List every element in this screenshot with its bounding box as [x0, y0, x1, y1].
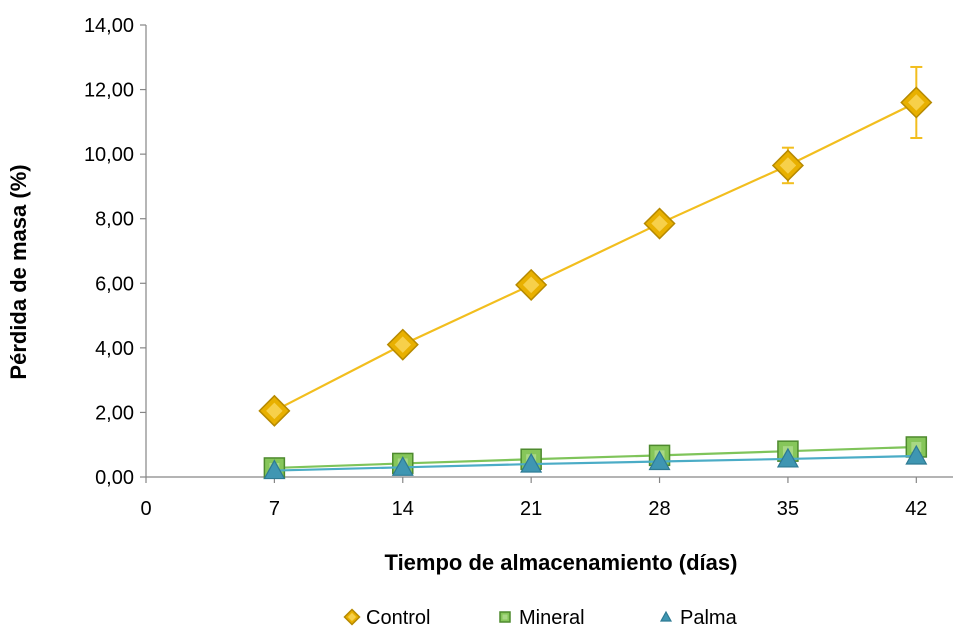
x-axis-title: Tiempo de almacenamiento (días) — [385, 550, 738, 575]
y-tick-label: 10,00 — [84, 144, 134, 166]
y-tick-label: 6,00 — [95, 273, 134, 295]
legend-item-control: Control — [343, 607, 430, 627]
x-tick-label: 35 — [777, 498, 799, 520]
y-tick-label: 4,00 — [95, 338, 134, 360]
data-point-highlight — [779, 157, 797, 174]
data-point-highlight — [651, 215, 668, 232]
legend-marker-highlight — [502, 614, 508, 620]
y-axis-title: Pérdida de masa (%) — [6, 164, 31, 379]
y-tick-label: 2,00 — [95, 402, 134, 424]
x-tick-label: 7 — [269, 498, 280, 520]
series-line — [274, 445, 917, 470]
data-point — [776, 447, 799, 468]
x-tick-label: 28 — [648, 498, 670, 520]
x-tick-label: 0 — [140, 498, 151, 520]
chart-plot-area — [258, 65, 933, 480]
data-point-highlight — [394, 336, 412, 353]
x-tick-label: 42 — [905, 498, 927, 520]
chart-ticks: 0,00 2,00 4,00 6,00 8,00 10,00 12,00 14,00 0 7 14 2… — [84, 15, 928, 520]
legend-item-palma: Palma — [659, 607, 738, 627]
data-point-highlight — [266, 402, 283, 420]
series-line — [273, 101, 917, 412]
y-tick-label: 8,00 — [95, 209, 134, 231]
data-point — [905, 444, 928, 465]
data-point-highlight — [908, 94, 925, 111]
series-line — [274, 454, 917, 472]
legend-marker-highlight — [347, 612, 357, 622]
data-point — [520, 452, 543, 473]
y-tick-label: 0,00 — [95, 467, 134, 489]
chart-legend: Control Mineral Palma — [343, 607, 738, 627]
x-tick-label: 21 — [520, 498, 542, 520]
data-point — [263, 459, 286, 480]
series-palma — [263, 444, 928, 480]
legend-label: Mineral — [519, 607, 585, 627]
legend-item-mineral: Mineral — [499, 607, 585, 627]
data-point — [648, 450, 671, 471]
legend-label: Palma — [680, 607, 738, 627]
x-tick-label: 14 — [392, 498, 414, 520]
y-tick-label: 14,00 — [84, 15, 134, 37]
data-point-highlight — [522, 276, 540, 294]
legend-label: Control — [366, 607, 430, 627]
legend-marker — [659, 610, 673, 622]
y-tick-label: 12,00 — [84, 80, 134, 102]
series-control — [258, 65, 933, 427]
data-point — [391, 456, 414, 476]
